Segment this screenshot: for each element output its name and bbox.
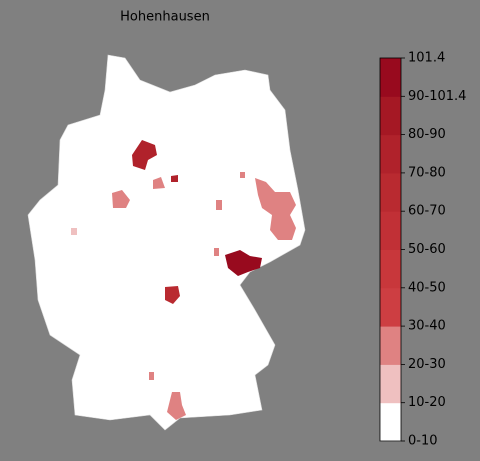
map-title: Hohenhausen bbox=[120, 10, 210, 25]
region bbox=[214, 248, 219, 256]
region bbox=[167, 392, 186, 420]
colorbar: 0-10 10-20 20-30 30-40 40-50 50-60 60-70 70-80 8… bbox=[379, 51, 466, 449]
colorbar-band bbox=[380, 172, 401, 212]
region bbox=[149, 372, 154, 380]
colorbar-band bbox=[380, 364, 401, 404]
region bbox=[71, 228, 77, 235]
colorbar-tick-label: 40-50 bbox=[408, 280, 446, 295]
colorbar-band bbox=[380, 58, 401, 97]
colorbar-tick-label: 70-80 bbox=[408, 165, 446, 180]
region bbox=[153, 177, 165, 189]
region bbox=[240, 172, 245, 178]
region bbox=[165, 286, 180, 304]
region bbox=[225, 250, 262, 276]
country-outline bbox=[27, 54, 306, 431]
colorbar-tick-label: 10-20 bbox=[408, 395, 446, 410]
region bbox=[216, 200, 222, 210]
colorbar-band bbox=[380, 402, 401, 442]
region bbox=[132, 140, 157, 170]
colorbar-band bbox=[380, 96, 401, 136]
colorbar-band bbox=[380, 287, 401, 327]
colorbar-tick-label: 60-70 bbox=[408, 204, 446, 219]
region bbox=[255, 178, 296, 240]
colorbar-band bbox=[380, 249, 401, 289]
region bbox=[171, 175, 178, 182]
colorbar-band bbox=[380, 326, 401, 365]
colorbar-tick-label: 90-101.4 bbox=[408, 89, 466, 104]
colorbar-tick-label: 50-60 bbox=[408, 242, 446, 257]
germany-map bbox=[27, 54, 306, 431]
colorbar-tick-label: 20-30 bbox=[408, 357, 446, 372]
colorbar-band bbox=[380, 134, 401, 174]
colorbar-tick-label: 101.4 bbox=[408, 51, 445, 66]
colorbar-tick-label: 0-10 bbox=[408, 434, 438, 449]
colorbar-tick-label: 30-40 bbox=[408, 319, 446, 334]
colorbar-band bbox=[380, 211, 401, 250]
region bbox=[112, 190, 130, 208]
colorbar-tick-label: 80-90 bbox=[408, 127, 446, 142]
